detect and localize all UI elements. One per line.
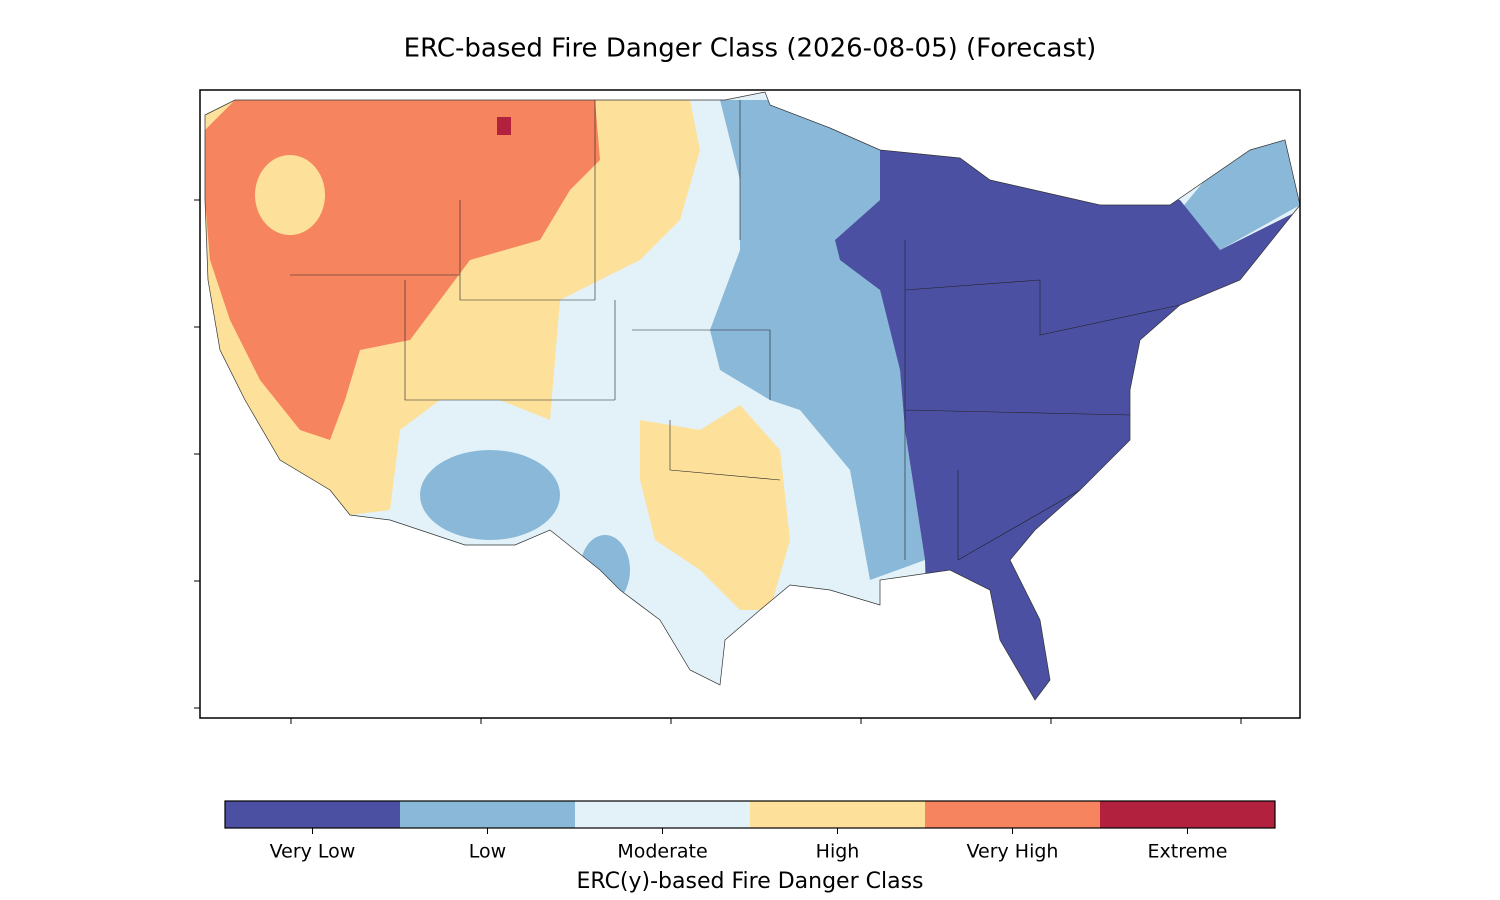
colorbar-segment bbox=[225, 801, 400, 828]
colorbar-frame bbox=[224, 800, 1276, 829]
colorbar-segment bbox=[925, 801, 1100, 828]
colorbar-segment bbox=[1100, 801, 1275, 828]
region-low bbox=[580, 535, 630, 605]
colorbar-segment bbox=[400, 801, 575, 828]
colorbar: Very Low Low Moderate High Very High Extreme bbox=[224, 800, 1276, 863]
colorbar-tick-label: Very High bbox=[967, 841, 1059, 863]
colorbar-tick-label: Very Low bbox=[270, 841, 356, 863]
coastline bbox=[204, 91, 1301, 701]
map-frame bbox=[199, 89, 1301, 719]
colorbar-segment bbox=[750, 801, 925, 828]
region-extreme bbox=[497, 117, 511, 135]
colorbar-tick-label: Moderate bbox=[617, 841, 707, 863]
region-high bbox=[640, 405, 790, 610]
colorbar-tick-label: Extreme bbox=[1148, 841, 1228, 863]
colorbar-label: ERC(y)-based Fire Danger Class bbox=[576, 869, 923, 894]
map bbox=[205, 92, 1300, 700]
colorbar-tick-label: Low bbox=[469, 841, 506, 863]
colorbar-tick-label: High bbox=[816, 841, 860, 863]
colorbar-segment bbox=[575, 801, 750, 828]
map-title: ERC-based Fire Danger Class (2026-08-05)… bbox=[404, 34, 1097, 64]
region-low bbox=[420, 450, 560, 540]
region-low bbox=[710, 100, 925, 580]
region-low bbox=[1180, 140, 1300, 250]
axis-ticks bbox=[194, 199, 1242, 724]
region-high bbox=[255, 155, 325, 235]
state-borders bbox=[290, 100, 1181, 561]
